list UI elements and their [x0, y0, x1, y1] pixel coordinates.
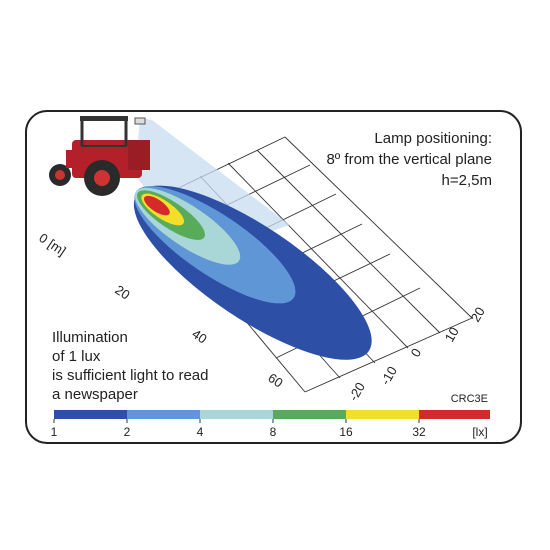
info-line-2: 8º from the vertical plane — [326, 151, 492, 168]
scale-band-2-4 — [127, 410, 200, 419]
scale-band-4-8 — [200, 410, 273, 419]
lateral-tick-20: 20 — [468, 304, 488, 324]
isolux-contours — [133, 185, 372, 360]
lateral-tick-0: 0 — [408, 346, 425, 360]
scale-band-1-2 — [54, 410, 127, 419]
lateral-tick-10: 10 — [442, 324, 462, 344]
info-line-3: h=2,5m — [441, 172, 492, 189]
info-line-1: Lamp positioning: — [374, 130, 492, 147]
scale-tick-2: 2 — [124, 425, 131, 439]
distance-tick-60: 60 — [265, 370, 285, 391]
note-line-2: of 1 lux — [52, 348, 101, 365]
lateral-tick-minus20: -20 — [346, 380, 368, 404]
illumination-note: Illumination of 1 lux is sufficient ligh… — [52, 328, 208, 404]
note-line-3: is sufficient light to read — [52, 367, 209, 384]
distance-unit-label: 0 [m] — [36, 230, 68, 259]
contour-32lx — [144, 195, 170, 216]
scale-tick-16: 16 — [339, 425, 353, 439]
scale-band-32-plus — [419, 410, 490, 419]
tractor-illustration — [49, 116, 150, 196]
lateral-tick-minus10: -10 — [378, 364, 400, 388]
distance-tick-40: 40 — [189, 326, 209, 347]
lux-scale: 1 2 4 8 16 32 [lx] — [51, 410, 490, 439]
scale-tick-32: 32 — [412, 425, 426, 439]
scale-tick-8: 8 — [270, 425, 277, 439]
lamp-positioning-info: Lamp positioning: 8º from the vertical p… — [326, 128, 492, 191]
scale-unit: [lx] — [472, 425, 487, 439]
note-line-4: a newspaper — [52, 386, 138, 403]
scale-tick-1: 1 — [51, 425, 58, 439]
product-code: CRC3E — [450, 393, 488, 405]
distance-tick-20: 20 — [112, 282, 132, 303]
light-beam — [135, 118, 290, 240]
scale-band-16-32 — [346, 410, 419, 419]
scale-tick-4: 4 — [197, 425, 204, 439]
scale-band-8-16 — [273, 410, 346, 419]
note-line-1: Illumination — [52, 329, 128, 346]
